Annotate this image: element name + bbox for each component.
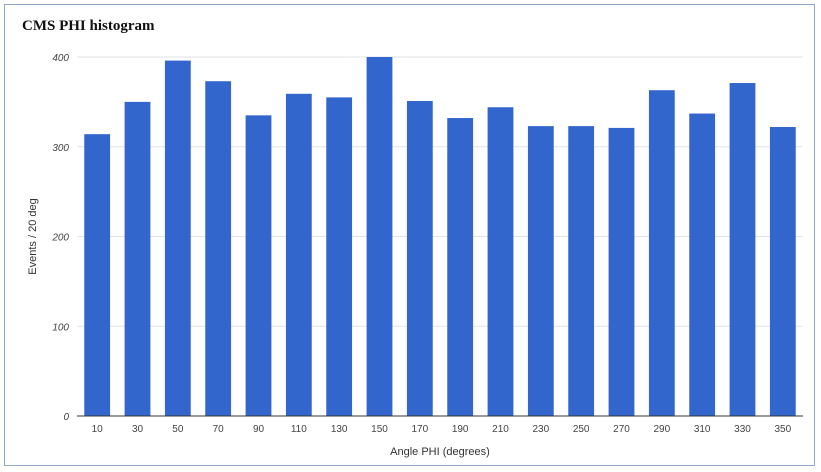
y-tick-label: 100: [52, 322, 69, 333]
x-tick-label: 310: [694, 424, 711, 435]
bar: [164, 60, 191, 417]
bar: [406, 100, 433, 416]
x-tick-label: 10: [92, 424, 104, 435]
x-tick-label: 230: [532, 424, 549, 435]
bar: [769, 127, 796, 416]
x-tick-label: 70: [213, 424, 225, 435]
bar: [124, 101, 151, 416]
bar: [285, 93, 312, 417]
bar: [487, 107, 514, 416]
bar: [245, 115, 272, 417]
bar: [729, 83, 756, 416]
x-tick-label: 110: [291, 424, 307, 435]
bar: [608, 127, 635, 416]
bar: [366, 57, 393, 416]
y-tick-label: 200: [51, 233, 69, 244]
bar: [326, 97, 353, 416]
bar: [447, 118, 474, 416]
y-tick-label: 400: [52, 53, 69, 64]
y-axis-title: Events / 20 deg: [27, 198, 39, 274]
x-tick-label: 130: [331, 424, 348, 435]
x-tick-label: 210: [492, 424, 509, 435]
bar: [689, 113, 716, 416]
chart-title: CMS PHI histogram: [22, 18, 155, 34]
bar: [648, 90, 675, 417]
bar: [568, 126, 595, 417]
x-tick-label: 90: [253, 424, 265, 435]
y-tick-label: 0: [63, 412, 69, 423]
y-tick-label: 300: [52, 143, 69, 154]
gridlines: [77, 56, 803, 327]
x-tick-label: 150: [371, 424, 388, 435]
x-tick-label: 170: [411, 424, 428, 435]
x-tick-label: 50: [172, 424, 184, 435]
x-tick-label: 270: [613, 424, 630, 435]
x-tick-label: 30: [132, 424, 144, 435]
bar: [527, 126, 554, 417]
x-tick-label: 330: [734, 424, 751, 435]
x-axis-title: Angle PHI (degrees): [390, 446, 490, 458]
x-tick-label: 190: [452, 424, 469, 435]
bar: [205, 81, 232, 417]
axes: 0 100 200 300 400 10 30 50 70 90 110 130 150 170 190 21…: [51, 53, 803, 435]
bar: [84, 134, 111, 416]
x-tick-label: 290: [653, 424, 670, 435]
x-tick-label: 250: [573, 424, 590, 435]
x-tick-label: 350: [774, 424, 791, 435]
bars: [84, 57, 796, 417]
